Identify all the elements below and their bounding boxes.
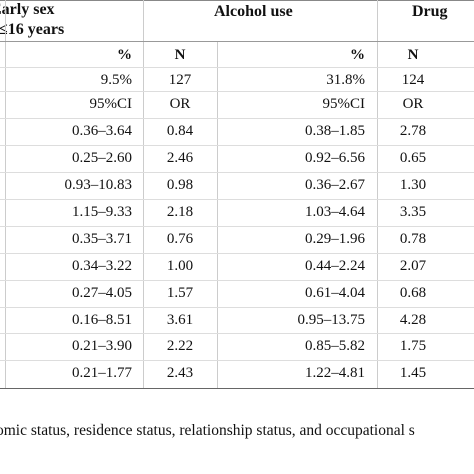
- row-rule: [0, 91, 474, 92]
- cell: 0.21–1.77: [72, 365, 132, 381]
- cell: 3.61: [166, 312, 194, 328]
- cell: 0.95–13.75: [297, 312, 366, 328]
- cell: OR: [402, 96, 424, 112]
- cell: 0.68: [399, 285, 427, 301]
- cell: 0.98: [166, 177, 194, 193]
- cell: 2.22: [166, 338, 194, 354]
- header-rule: [0, 41, 474, 42]
- cell: 3.35: [399, 204, 427, 220]
- row-rule: [0, 226, 474, 227]
- footnote: omic status, residence status, relations…: [0, 422, 415, 439]
- cell: %: [117, 47, 132, 63]
- row-rule: [0, 253, 474, 254]
- cell: 1.45: [399, 365, 427, 381]
- group-header: Early sex: [0, 1, 55, 18]
- cell: 1.75: [399, 338, 427, 354]
- row-rule: [0, 67, 474, 68]
- column-divider: [377, 0, 378, 388]
- cell: 0.16–8.51: [72, 312, 132, 328]
- cell: 1.00: [166, 258, 194, 274]
- cell: 0.27–4.05: [72, 285, 132, 301]
- cell: 124: [401, 72, 425, 88]
- group-header: ≤16 years: [0, 21, 65, 38]
- cell: 0.34–3.22: [72, 258, 132, 274]
- column-divider: [143, 0, 144, 388]
- cell: 1.57: [166, 285, 194, 301]
- cell: 0.44–2.24: [305, 258, 365, 274]
- cell: 0.21–3.90: [72, 338, 132, 354]
- cell: 31.8%: [326, 72, 365, 88]
- cell: 0.35–3.71: [72, 231, 132, 247]
- cell: 1.03–4.64: [305, 204, 365, 220]
- cell: 0.25–2.60: [72, 150, 132, 166]
- cell: 2.18: [166, 204, 194, 220]
- cell: 0.78: [399, 231, 427, 247]
- cell: %: [350, 47, 365, 63]
- column-divider: [217, 42, 218, 388]
- cell: 2.46: [166, 150, 194, 166]
- cell: 0.36–3.64: [72, 123, 132, 139]
- cell: 9.5%: [100, 72, 132, 88]
- row-rule: [0, 333, 474, 334]
- cell: 1.22–4.81: [305, 365, 365, 381]
- cell: 95%CI: [89, 96, 133, 112]
- cell: 0.61–4.04: [305, 285, 365, 301]
- cell: 4.28: [399, 312, 427, 328]
- row-rule: [0, 360, 474, 361]
- cell: 2.78: [399, 123, 427, 139]
- cell: 2.43: [166, 365, 194, 381]
- rule: [0, 388, 474, 389]
- cell: 1.30: [399, 177, 427, 193]
- row-rule: [0, 118, 474, 119]
- cell: 127: [168, 72, 192, 88]
- cell: 0.92–6.56: [305, 150, 365, 166]
- cell: 0.76: [166, 231, 194, 247]
- cell: 2.07: [399, 258, 427, 274]
- row-rule: [0, 145, 474, 146]
- rule: [0, 0, 474, 1]
- cell: 0.85–5.82: [305, 338, 365, 354]
- cell: 0.93–10.83: [64, 177, 133, 193]
- cell: 0.36–2.67: [305, 177, 365, 193]
- row-rule: [0, 199, 474, 200]
- cell: 0.65: [399, 150, 427, 166]
- row-rule: [0, 307, 474, 308]
- cell: OR: [169, 96, 191, 112]
- cell: 0.84: [166, 123, 194, 139]
- cell: N: [174, 47, 186, 63]
- row-rule: [0, 280, 474, 281]
- cell: 0.38–1.85: [305, 123, 365, 139]
- group-header: Drug: [412, 3, 448, 20]
- group-header: Alcohol use: [214, 3, 293, 20]
- cell: N: [407, 47, 419, 63]
- cell: 1.15–9.33: [72, 204, 132, 220]
- cell: 0.29–1.96: [305, 231, 365, 247]
- cell: 95%CI: [322, 96, 366, 112]
- row-rule: [0, 172, 474, 173]
- column-divider: [5, 0, 6, 388]
